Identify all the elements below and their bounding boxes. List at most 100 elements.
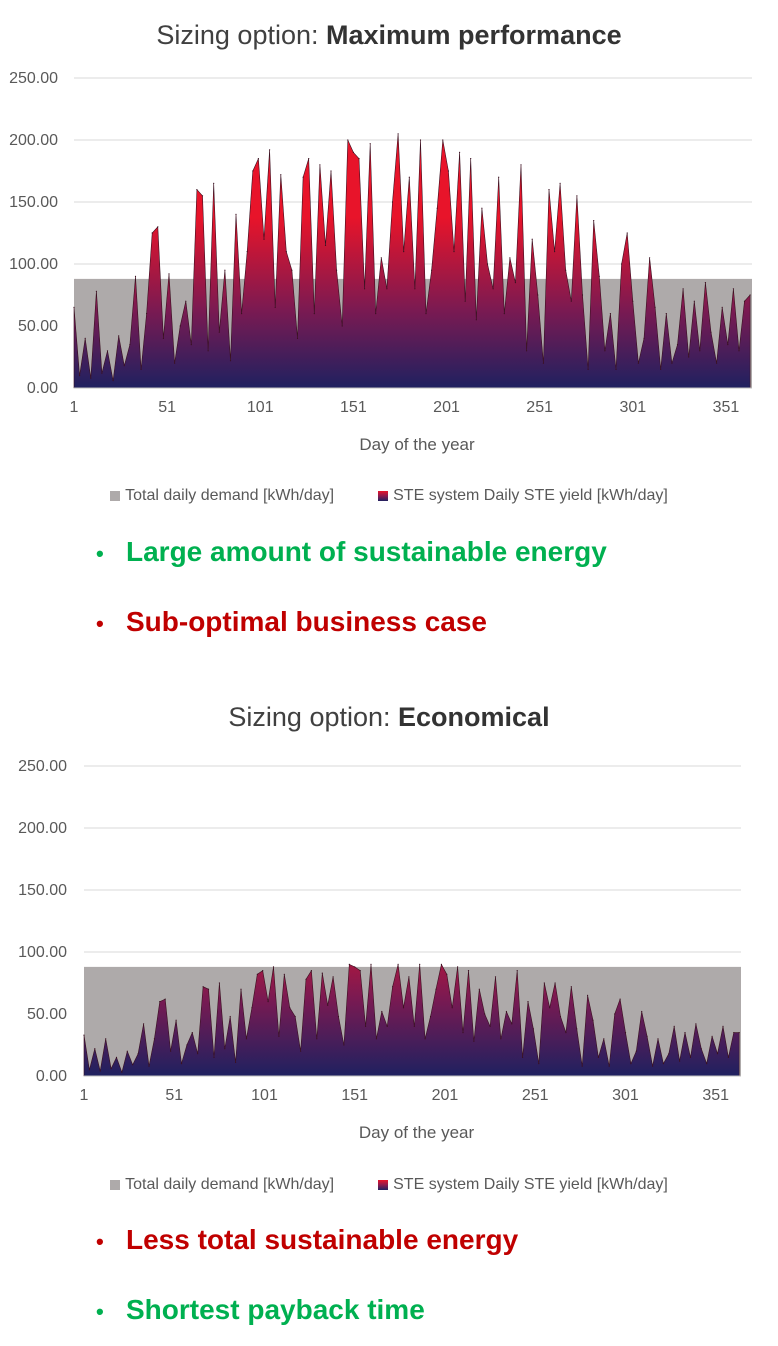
yield-point (121, 1071, 123, 1073)
legend-label-yield: STE system Daily STE yield [kWh/day] (393, 487, 668, 504)
yield-point (537, 294, 539, 296)
yield-point (604, 350, 606, 352)
yield-point (549, 1007, 551, 1009)
yield-point (240, 988, 242, 990)
yield-point (598, 275, 600, 277)
yield-point (386, 288, 388, 290)
yield-point (316, 1038, 318, 1040)
legend-label-demand: Total daily demand [kWh/day] (125, 1176, 335, 1193)
yield-point (516, 970, 518, 972)
yield-point (635, 1050, 637, 1052)
legend-swatch-demand (110, 1180, 121, 1190)
yield-point (543, 982, 545, 984)
x-tick-label: 51 (165, 1087, 183, 1104)
yield-point (327, 1004, 329, 1006)
yield-point (305, 978, 307, 980)
yield-point (722, 1025, 724, 1027)
yield-point (324, 244, 327, 246)
yield-point (159, 1001, 161, 1003)
yield-point (700, 1048, 702, 1050)
yield-point (470, 158, 472, 160)
yield-point (397, 133, 399, 135)
y-tick-label: 0.00 (36, 1068, 67, 1085)
yield-point (520, 164, 522, 166)
y-tick-label: 200.00 (18, 820, 67, 837)
yield-point (676, 344, 679, 346)
yield-point (140, 368, 142, 370)
yield-point (462, 1032, 464, 1034)
yield-point (442, 139, 444, 141)
yield-point (170, 1050, 172, 1052)
yield-point (402, 1007, 405, 1009)
chart-legend: Total daily demand [kWh/day] STE system … (0, 1176, 778, 1194)
yield-point (90, 377, 92, 379)
x-tick-label: 51 (158, 399, 176, 416)
x-axis-title: Day of the year (359, 1123, 475, 1142)
yield-point (436, 207, 438, 209)
yield-point (704, 282, 707, 284)
yield-point (721, 306, 723, 308)
yield-point (505, 1010, 507, 1013)
yield-point (251, 1007, 253, 1009)
yield-point (143, 1023, 145, 1025)
y-tick-label: 0.00 (27, 380, 58, 397)
yield-point (509, 257, 511, 259)
yield-point (321, 972, 323, 974)
yield-point (413, 1025, 415, 1027)
yield-point (175, 1019, 177, 1021)
yield-point (88, 1069, 90, 1071)
yield-point (126, 1050, 128, 1052)
bullet-text: Shortest payback time (126, 1294, 425, 1325)
yield-point (419, 139, 422, 141)
x-tick-label: 1 (70, 399, 79, 416)
yield-point (503, 313, 505, 315)
bullet-item: • Sub-optimal business case (96, 606, 487, 638)
yield-point (330, 170, 332, 172)
x-tick-label: 201 (433, 399, 460, 416)
yield-point (542, 362, 545, 364)
yield-point (191, 1032, 193, 1034)
yield-point (112, 380, 114, 382)
y-tick-label: 100.00 (9, 256, 58, 273)
yield-point (652, 1065, 654, 1067)
yield-point (252, 170, 254, 172)
yield-point (435, 988, 437, 990)
legend-item-yield: STE system Daily STE yield [kWh/day] (378, 1176, 668, 1194)
yield-point (132, 1064, 134, 1066)
yield-point (500, 1038, 502, 1040)
yield-point (593, 220, 595, 222)
yield-point (446, 973, 448, 975)
yield-point (380, 257, 382, 259)
yield-point (229, 360, 232, 362)
yield-point (464, 300, 466, 302)
yield-point (403, 251, 405, 253)
x-tick-label: 301 (612, 1087, 639, 1104)
legend-item-demand: Total daily demand [kWh/day] (110, 1176, 334, 1194)
bullet-text: Large amount of sustainable energy (126, 536, 607, 567)
yield-point (123, 365, 125, 367)
yield-point (245, 1038, 247, 1040)
yield-point (95, 290, 97, 292)
yield-point (473, 1040, 475, 1042)
yield-point (538, 1063, 540, 1065)
yield-point (738, 350, 740, 352)
yield-point (280, 174, 282, 176)
yield-point (526, 350, 528, 352)
chart-legend: Total daily demand [kWh/day] STE system … (0, 487, 778, 505)
yield-point (743, 300, 746, 302)
yield-point (262, 970, 264, 972)
yield-point (348, 963, 350, 965)
yield-point (84, 337, 86, 339)
legend-swatch-yield (378, 1180, 389, 1190)
yield-point (641, 1010, 643, 1013)
yield-point (269, 149, 271, 151)
yield-point (196, 189, 198, 191)
yield-point (414, 288, 416, 290)
yield-point (425, 313, 427, 315)
x-tick-label: 101 (247, 399, 274, 416)
yield-point (186, 1044, 188, 1046)
yield-point (475, 319, 477, 321)
yield-point (241, 313, 243, 315)
yield-point (498, 176, 500, 178)
yield-point (494, 976, 497, 978)
